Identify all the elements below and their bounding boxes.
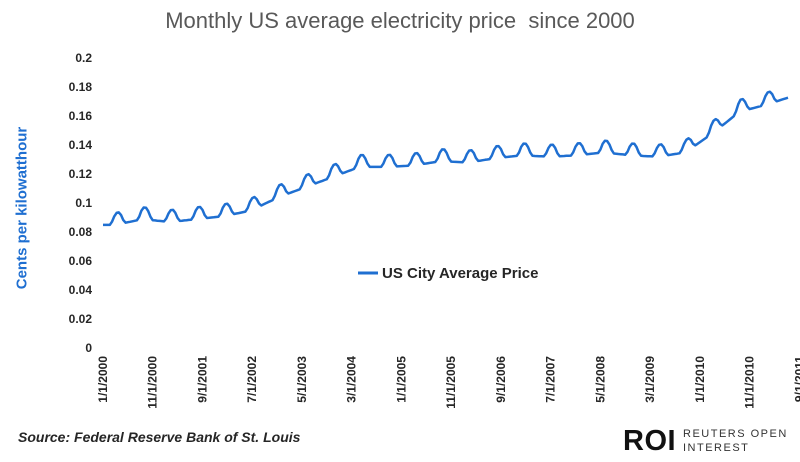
x-tick-label: 5/1/2008	[593, 356, 607, 403]
y-tick-label: 0.08	[69, 225, 93, 239]
x-tick-label: 1/1/2005	[394, 356, 408, 403]
y-tick-label: 0.2	[75, 51, 92, 65]
roi-logo-line1: REUTERS OPEN	[683, 428, 788, 440]
x-tick-label: 5/1/2003	[295, 356, 309, 403]
x-tick-label: 3/1/2009	[643, 356, 657, 403]
x-tick-label: 9/1/2006	[494, 356, 508, 403]
y-tick-label: 0.16	[69, 109, 93, 123]
roi-logo-mark: ROI	[623, 425, 677, 457]
y-tick-label: 0.1	[75, 196, 92, 210]
series-line-us-city-average-price	[103, 90, 789, 227]
x-tick-label: 9/1/2011	[792, 356, 800, 402]
roi-logo: ROI REUTERS OPEN INTEREST	[623, 424, 793, 458]
y-tick-label: 0.02	[69, 312, 93, 326]
chart-title: Monthly US average electricity price sin…	[165, 8, 635, 33]
y-tick-label: 0.18	[69, 80, 93, 94]
source-note: Source: Federal Reserve Bank of St. Loui…	[18, 429, 301, 445]
y-tick-label: 0.14	[69, 138, 93, 152]
legend-label: US City Average Price	[382, 265, 538, 282]
x-tick-label: 7/1/2002	[245, 356, 259, 403]
y-tick-label: 0.04	[69, 283, 93, 297]
x-tick-label: 11/1/2005	[444, 356, 458, 409]
x-tick-label: 11/1/2000	[146, 356, 160, 409]
x-tick-label: 3/1/2004	[345, 356, 359, 403]
y-tick-label: 0.06	[69, 254, 93, 268]
x-tick-label: 1/1/2000	[96, 356, 110, 403]
y-tick-label: 0.12	[69, 167, 93, 181]
x-tick-label: 11/1/2010	[743, 356, 757, 409]
roi-logo-line2: INTEREST	[683, 442, 750, 454]
x-tick-label: 9/1/2001	[195, 356, 209, 403]
roi-logo-text: REUTERS OPEN INTEREST	[683, 427, 793, 455]
x-tick-label: 7/1/2007	[544, 356, 558, 403]
y-tick-label: 0	[85, 341, 92, 355]
x-tick-label: 1/1/2010	[693, 356, 707, 403]
